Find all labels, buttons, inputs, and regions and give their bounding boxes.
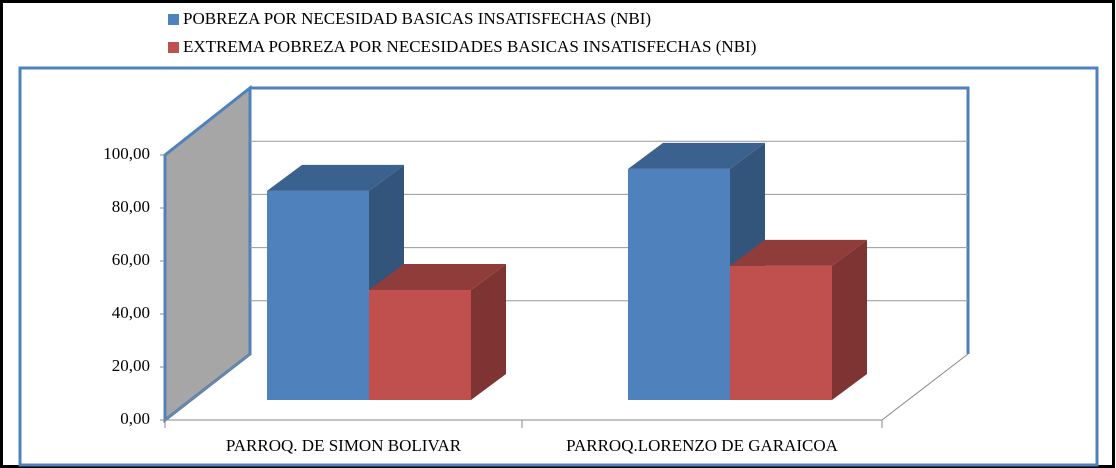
y-tick-label: 60,00 [112, 250, 150, 269]
x-tick-label: PARROQ. DE SIMON BOLIVAR [226, 436, 462, 455]
bar-front [267, 190, 369, 400]
bar-front [628, 168, 730, 400]
back-wall [250, 86, 970, 354]
y-tick-label: 20,00 [112, 356, 150, 375]
legend-swatch [168, 42, 179, 53]
legend-swatch [168, 14, 179, 25]
y-tick-label: 40,00 [112, 303, 150, 322]
bar-side [471, 264, 506, 400]
bar-top [267, 164, 404, 191]
bar [730, 239, 867, 400]
bar-top [369, 264, 506, 291]
floor [163, 353, 969, 421]
x-tick-label: PARROQ.LORENZO DE GARAICOA [566, 436, 839, 455]
plot-frame [18, 66, 1099, 467]
bar [369, 264, 506, 400]
bar-top [730, 239, 867, 266]
bar-top [628, 142, 765, 169]
bar-front [730, 265, 832, 400]
bar-front [369, 290, 471, 400]
legend-label: POBREZA POR NECESIDAD BASICAS INSATISFEC… [183, 9, 651, 28]
y-tick-label: 0,00 [120, 409, 150, 428]
legend-label: EXTREMA POBREZA POR NECESIDADES BASICAS … [183, 37, 756, 56]
y-tick-label: 100,00 [103, 144, 150, 163]
bar-side [832, 239, 867, 400]
y-tick-label: 80,00 [112, 197, 150, 216]
